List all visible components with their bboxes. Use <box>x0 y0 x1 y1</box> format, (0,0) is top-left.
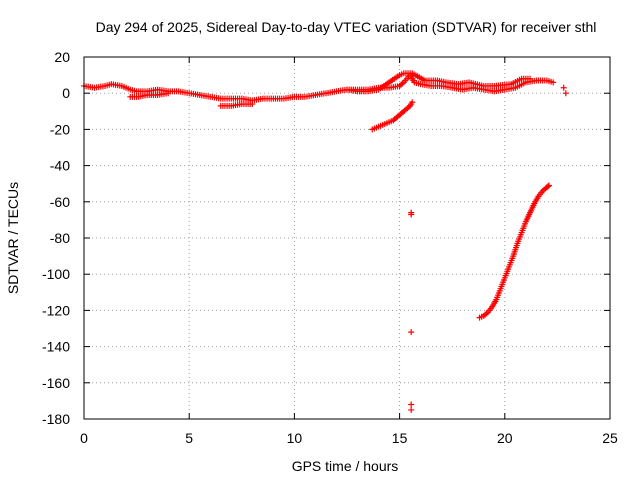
data-point <box>545 182 552 189</box>
series-descending-arc <box>369 99 416 133</box>
data-point <box>544 183 551 190</box>
data-point <box>408 329 415 336</box>
data-point <box>527 75 534 82</box>
grid <box>84 57 610 419</box>
y-tick-label: -20 <box>50 121 70 137</box>
data-point <box>165 90 172 97</box>
y-tick-label: -180 <box>42 411 70 427</box>
x-tick-label: 15 <box>392 430 408 446</box>
series-rising-arc <box>476 182 552 321</box>
data-point <box>249 101 256 108</box>
y-tick-label: -40 <box>50 158 70 174</box>
data-point <box>408 406 415 413</box>
data-points <box>81 70 569 413</box>
y-tick-label: 20 <box>54 49 70 65</box>
y-tick-label: -160 <box>42 375 70 391</box>
series-outliers <box>408 84 569 413</box>
data-point <box>550 79 557 86</box>
data-point <box>560 84 567 91</box>
data-point <box>408 211 415 218</box>
data-point <box>408 401 415 408</box>
y-tick-label: -80 <box>50 230 70 246</box>
axis-ticks: 0 5 10 15 20 25 20 0 -20 -40 -60 -80 -100 -120 -140 -16… <box>42 49 618 446</box>
data-point <box>409 99 416 106</box>
x-tick-label: 10 <box>287 430 303 446</box>
y-tick-label: -140 <box>42 339 70 355</box>
series-main-trace <box>81 72 557 104</box>
x-tick-label: 25 <box>602 430 618 446</box>
x-axis-label: GPS time / hours <box>292 458 399 474</box>
x-tick-label: 20 <box>497 430 513 446</box>
y-axis-label: SDTVAR / TECUs <box>5 182 21 294</box>
series-offset-trace <box>127 70 534 109</box>
y-tick-label: -100 <box>42 266 70 282</box>
y-tick-label: -120 <box>42 302 70 318</box>
chart-title: Day 294 of 2025, Sidereal Day-to-day VTE… <box>96 19 597 35</box>
x-tick-label: 0 <box>80 430 88 446</box>
data-point <box>562 90 569 97</box>
x-tick-label: 5 <box>185 430 193 446</box>
plot-frame <box>83 56 611 420</box>
y-tick-label: 0 <box>62 85 70 101</box>
y-tick-label: -60 <box>50 194 70 210</box>
